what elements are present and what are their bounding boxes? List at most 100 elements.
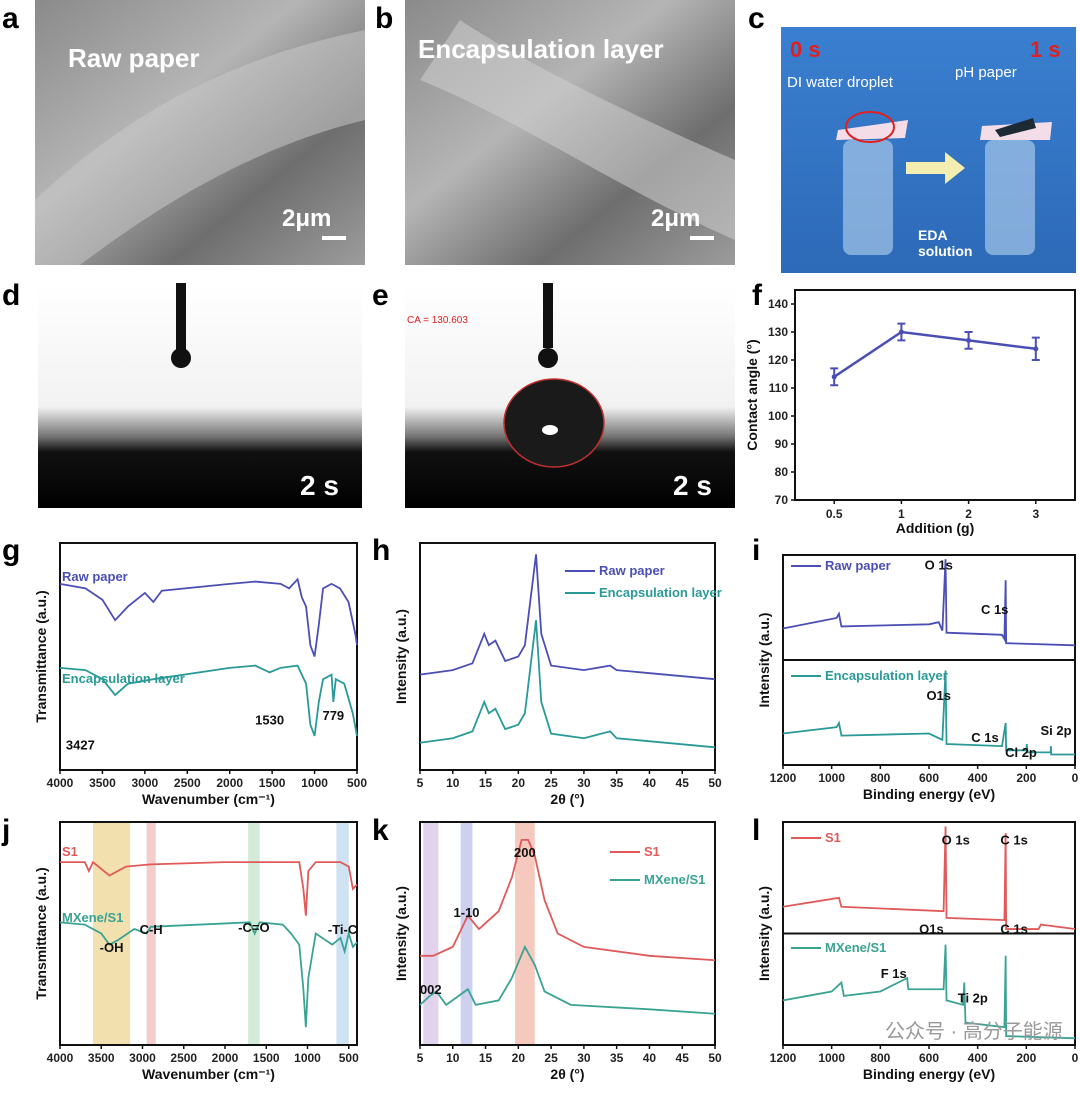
peak-annotation: Ti 2p: [958, 991, 988, 1006]
x-tick-label: 3000: [132, 776, 159, 790]
series-line-encapsulation-layer: [782, 670, 1075, 756]
peak-annotation: O 1s: [942, 832, 970, 847]
plot-frame: [419, 542, 716, 771]
chart-f: 70 80 90 100 110 120 130 140 0.5 1 2 3 Addition (g) C…: [744, 289, 1076, 536]
x-axis-label: Binding energy (eV): [863, 786, 995, 802]
x-tick-label: 200: [1016, 771, 1036, 785]
x-tick-label: 45: [676, 776, 690, 790]
data-point: [966, 337, 972, 343]
chart-h: 5 10 15 20 25 30 35 40 45 50 Raw paper Encapsulatio…: [393, 542, 722, 807]
x-tick-label: 4000: [47, 776, 74, 790]
contact-angle-readout: CA = 130.603: [407, 315, 468, 326]
peak-annotation: O 1s: [925, 558, 953, 573]
series-line-mxene-s1: [419, 944, 716, 1015]
x-tick-label: 1200: [770, 771, 797, 785]
x-tick-label: 4000: [47, 1051, 74, 1065]
series-line-s1: [60, 860, 358, 916]
x-tick-label: 400: [968, 1051, 988, 1065]
chart-k: 5 10 15 20 25 30 35 40 45 50 S1 MXene/S1 002 1-10 200 2…: [393, 821, 722, 1082]
x-axis-label: 2θ (°): [550, 1066, 584, 1082]
x-tick-label: 15: [479, 776, 493, 790]
band-label: 002: [420, 982, 442, 997]
x-axis-label: Binding energy (eV): [863, 1066, 995, 1082]
solution-label: solution: [918, 243, 972, 259]
scale-bar: [690, 236, 714, 240]
y-axis-label: Intensity (a.u.): [756, 886, 772, 981]
x-tick-label: 500: [347, 776, 367, 790]
x-tick-label: 2: [965, 507, 972, 521]
droplet: [503, 378, 605, 468]
needle: [176, 283, 186, 353]
panel-e-contact-angle-encapsulation: CA = 130.603 2 s: [405, 283, 735, 508]
y-tick-label: 90: [775, 437, 789, 451]
panel-letter-i: i: [752, 534, 760, 567]
series-line: [833, 330, 1036, 378]
x-tick-label: 1000: [818, 771, 845, 785]
y-tick-label: 120: [768, 353, 788, 367]
y-axis-label: Transmittance (a.u.): [33, 590, 49, 722]
band-label: -Ti-C: [328, 922, 358, 937]
band-label: -C=O: [238, 920, 269, 935]
x-tick-label: 1500: [259, 776, 286, 790]
x-tick-label: 1000: [294, 1051, 321, 1065]
panel-letter-f: f: [752, 279, 763, 312]
y-axis-label: Contact angle (°): [744, 339, 760, 450]
x-tick-label: 1500: [253, 1051, 280, 1065]
ph-paper-label: pH paper: [955, 64, 1017, 81]
highlight-band: [336, 823, 349, 1044]
panel-d-contact-angle-raw: 2 s: [38, 283, 362, 508]
x-tick-label: 30: [577, 776, 591, 790]
droplet-label: DI water droplet: [787, 74, 894, 91]
x-tick-label: 25: [544, 776, 558, 790]
x-tick-label: 20: [512, 776, 526, 790]
legend-label: S1: [644, 844, 660, 859]
x-tick-label: 200: [1016, 1051, 1036, 1065]
x-tick-label: 35: [610, 776, 624, 790]
x-tick-label: 3: [1032, 507, 1039, 521]
x-tick-label: 0: [1072, 1051, 1079, 1065]
x-tick-label: 3000: [129, 1051, 156, 1065]
peak-annotation: O1s: [926, 688, 951, 703]
y-axis-label: Intensity (a.u.): [393, 609, 409, 704]
plot-frame: [419, 821, 716, 1046]
y-tick-label: 130: [768, 325, 788, 339]
y-tick-label: 140: [768, 297, 788, 311]
data-point: [898, 329, 904, 335]
x-tick-label: 2000: [212, 1051, 239, 1065]
highlight-band: [460, 823, 473, 1044]
y-tick-label: 100: [768, 409, 788, 423]
series-line-raw-paper: [59, 577, 358, 657]
plot-frame: [794, 289, 1076, 501]
x-tick-label: 45: [676, 1051, 690, 1065]
band-label: C-H: [140, 922, 163, 937]
highlight-band: [93, 823, 131, 1044]
legend-label: Encapsulation layer: [825, 668, 948, 683]
x-tick-label: 20: [512, 1051, 526, 1065]
x-tick-label: 600: [919, 771, 939, 785]
x-axis-label: 2θ (°): [550, 791, 584, 807]
legend-label: MXene/S1: [825, 940, 886, 955]
raw-paper-label: Raw paper: [68, 43, 200, 73]
legend-label: S1: [62, 844, 78, 859]
x-tick-label: 2500: [174, 776, 201, 790]
chart-j: 4000 3500 3000 2500 2000 1500 1000 500 S1 MXene/S…: [33, 821, 359, 1082]
x-tick-label: 50: [708, 1051, 722, 1065]
y-tick-label: 110: [769, 381, 789, 395]
vial-left: [843, 140, 893, 255]
highlight-band: [423, 823, 439, 1044]
legend-label: S1: [825, 830, 841, 845]
encapsulation-layer-label: Encapsulation layer: [418, 34, 664, 64]
x-tick-label: 2000: [216, 776, 243, 790]
x-tick-label: 40: [643, 1051, 657, 1065]
legend-label: MXene/S1: [62, 910, 123, 925]
x-tick-label: 10: [446, 776, 460, 790]
x-tick-label: 50: [708, 776, 722, 790]
panel-a-sem-raw-paper: Raw paper 2μm: [35, 0, 365, 265]
peak-annotation: O1s: [919, 922, 944, 937]
peak-annotation: 779: [322, 708, 344, 723]
eda-label: EDA: [918, 227, 948, 243]
plot-frame: [59, 542, 358, 771]
arrow-icon: [906, 152, 965, 184]
series-line-s1: [782, 826, 1076, 930]
